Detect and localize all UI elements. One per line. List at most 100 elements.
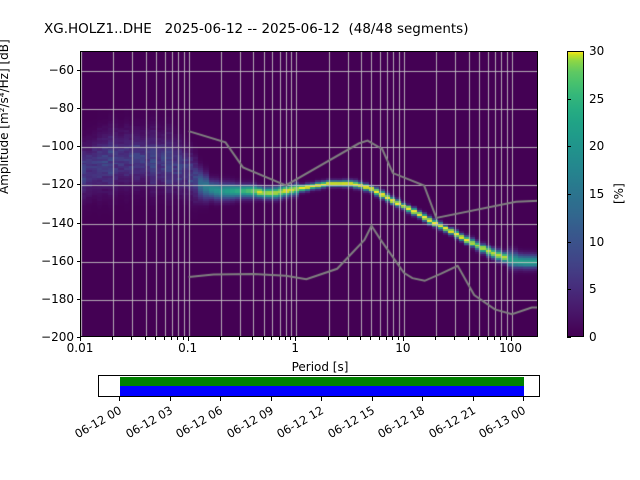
timeline-tick-label: 06-12 06 <box>173 403 225 441</box>
page-title: XG.HOLZ1..DHE 2025-06-12 -- 2025-06-12 (… <box>44 21 469 37</box>
x-minor-tick-mark <box>386 337 388 340</box>
x-minor-tick-mark <box>144 337 146 340</box>
colorbar-tick-label: 0 <box>589 330 597 344</box>
colorbar-tick-label: 5 <box>589 282 597 297</box>
timeline-tick-label: 06-12 09 <box>223 403 276 441</box>
x-minor-tick-mark <box>478 337 480 340</box>
x-minor-tick-mark <box>370 337 372 340</box>
x-tick-mark <box>402 337 404 341</box>
y-tick-mark <box>76 298 80 300</box>
x-minor-tick-mark <box>379 337 381 340</box>
x-minor-tick-mark <box>252 337 254 340</box>
x-minor-tick-mark <box>500 337 502 340</box>
x-minor-tick-mark <box>327 337 329 340</box>
x-minor-tick-mark <box>177 337 179 340</box>
timeline-tick-label: 06-12 15 <box>324 403 377 441</box>
y-tick-mark <box>76 260 80 262</box>
colorbar-tick-mark <box>567 337 571 338</box>
y-tick-label: −140 <box>41 215 74 230</box>
timeline-tick-label: 06-12 00 <box>72 403 124 441</box>
x-minor-tick-mark <box>486 337 488 340</box>
x-tick-mark <box>187 337 189 341</box>
timeline-tick-label: 06-12 21 <box>425 403 478 441</box>
x-tick-mark <box>510 337 512 341</box>
timeline-tick-mark <box>270 397 272 401</box>
timeline-tick-mark <box>523 397 524 401</box>
colorbar-tick-label: 10 <box>589 234 605 249</box>
timeline-tick-label: 06-12 12 <box>274 403 326 441</box>
x-tick-label: 100 <box>499 341 522 355</box>
x-minor-tick-mark <box>454 337 456 340</box>
colorbar-tick-mark <box>567 146 571 148</box>
timeline-tick-mark <box>220 397 221 401</box>
x-minor-tick-mark <box>182 337 184 340</box>
x-minor-tick-mark <box>271 337 273 340</box>
y-axis-label: Amplitude [m²/s⁴/Hz] [dB] <box>0 39 11 194</box>
timeline-tick-mark <box>371 397 373 401</box>
x-minor-tick-mark <box>435 337 437 340</box>
timeline-tick-label: 06-12 18 <box>375 403 427 441</box>
colorbar-tick-mark <box>567 51 571 52</box>
x-minor-tick-mark <box>155 337 157 340</box>
x-tick-label: 1 <box>291 341 300 355</box>
x-minor-tick-mark <box>346 337 348 340</box>
timeline-tick-label: 06-13 00 <box>476 403 528 441</box>
colorbar-tick-mark <box>567 241 571 243</box>
x-minor-tick-mark <box>360 337 362 340</box>
timeline-tick-mark <box>321 397 322 401</box>
y-tick-mark <box>76 184 80 186</box>
x-tick-label: 10 <box>395 341 411 355</box>
y-tick-label: −160 <box>41 253 74 268</box>
x-minor-tick-mark <box>493 337 495 340</box>
colorbar-tick-mark <box>567 194 571 195</box>
timeline-tick-mark <box>422 397 423 401</box>
y-tick-mark <box>76 146 80 148</box>
y-tick-label: −80 <box>48 101 74 116</box>
y-tick-label: −180 <box>41 291 74 306</box>
timeline-tick-mark <box>472 397 474 401</box>
x-minor-tick-mark <box>392 337 394 340</box>
x-minor-tick-mark <box>262 337 264 340</box>
timeline-coverage-green-band <box>120 377 524 386</box>
timeline-tick-mark <box>119 397 120 401</box>
x-minor-tick-mark <box>112 337 114 340</box>
timeline-coverage-axes[interactable] <box>98 375 540 397</box>
timeline-tick-mark <box>169 397 171 401</box>
x-minor-tick-mark <box>278 337 280 340</box>
ppsd-density-canvas <box>81 52 537 336</box>
timeline-coverage-blue-band <box>120 386 524 396</box>
y-tick-mark <box>76 337 80 338</box>
x-axis-label: Period [s] <box>291 360 349 374</box>
x-tick-mark <box>295 337 297 341</box>
timeline-tick-label: 06-12 03 <box>122 403 175 441</box>
x-minor-tick-mark <box>284 337 286 340</box>
x-minor-tick-mark <box>131 337 133 340</box>
colorbar-tick-label: 20 <box>589 139 605 154</box>
y-tick-label: −60 <box>48 63 74 78</box>
y-tick-mark <box>76 108 80 110</box>
x-tick-mark <box>80 337 81 341</box>
colorbar-tick-mark <box>567 289 571 291</box>
colorbar-tick-label: 25 <box>589 91 605 106</box>
x-minor-tick-mark <box>170 337 172 340</box>
x-minor-tick-mark <box>397 337 399 340</box>
colorbar-tick-label: 30 <box>589 44 605 58</box>
y-tick-mark <box>76 70 80 72</box>
x-minor-tick-mark <box>290 337 292 340</box>
y-tick-label: −120 <box>41 177 74 192</box>
colorbar-unit-label: [%] <box>612 183 626 204</box>
y-tick-label: −200 <box>41 330 74 344</box>
x-minor-tick-mark <box>220 337 222 340</box>
y-tick-mark <box>76 222 80 224</box>
x-tick-label: 0.1 <box>178 341 198 355</box>
colorbar-tick-label: 15 <box>589 187 605 201</box>
colorbar-tick-mark <box>567 98 571 100</box>
x-minor-tick-mark <box>467 337 469 340</box>
y-tick-label: −100 <box>41 139 74 154</box>
x-minor-tick-mark <box>238 337 240 340</box>
x-minor-tick-mark <box>163 337 165 340</box>
ppsd-plot-area[interactable] <box>80 51 538 337</box>
x-minor-tick-mark <box>505 337 507 340</box>
x-tick-label: 0.01 <box>66 341 94 355</box>
